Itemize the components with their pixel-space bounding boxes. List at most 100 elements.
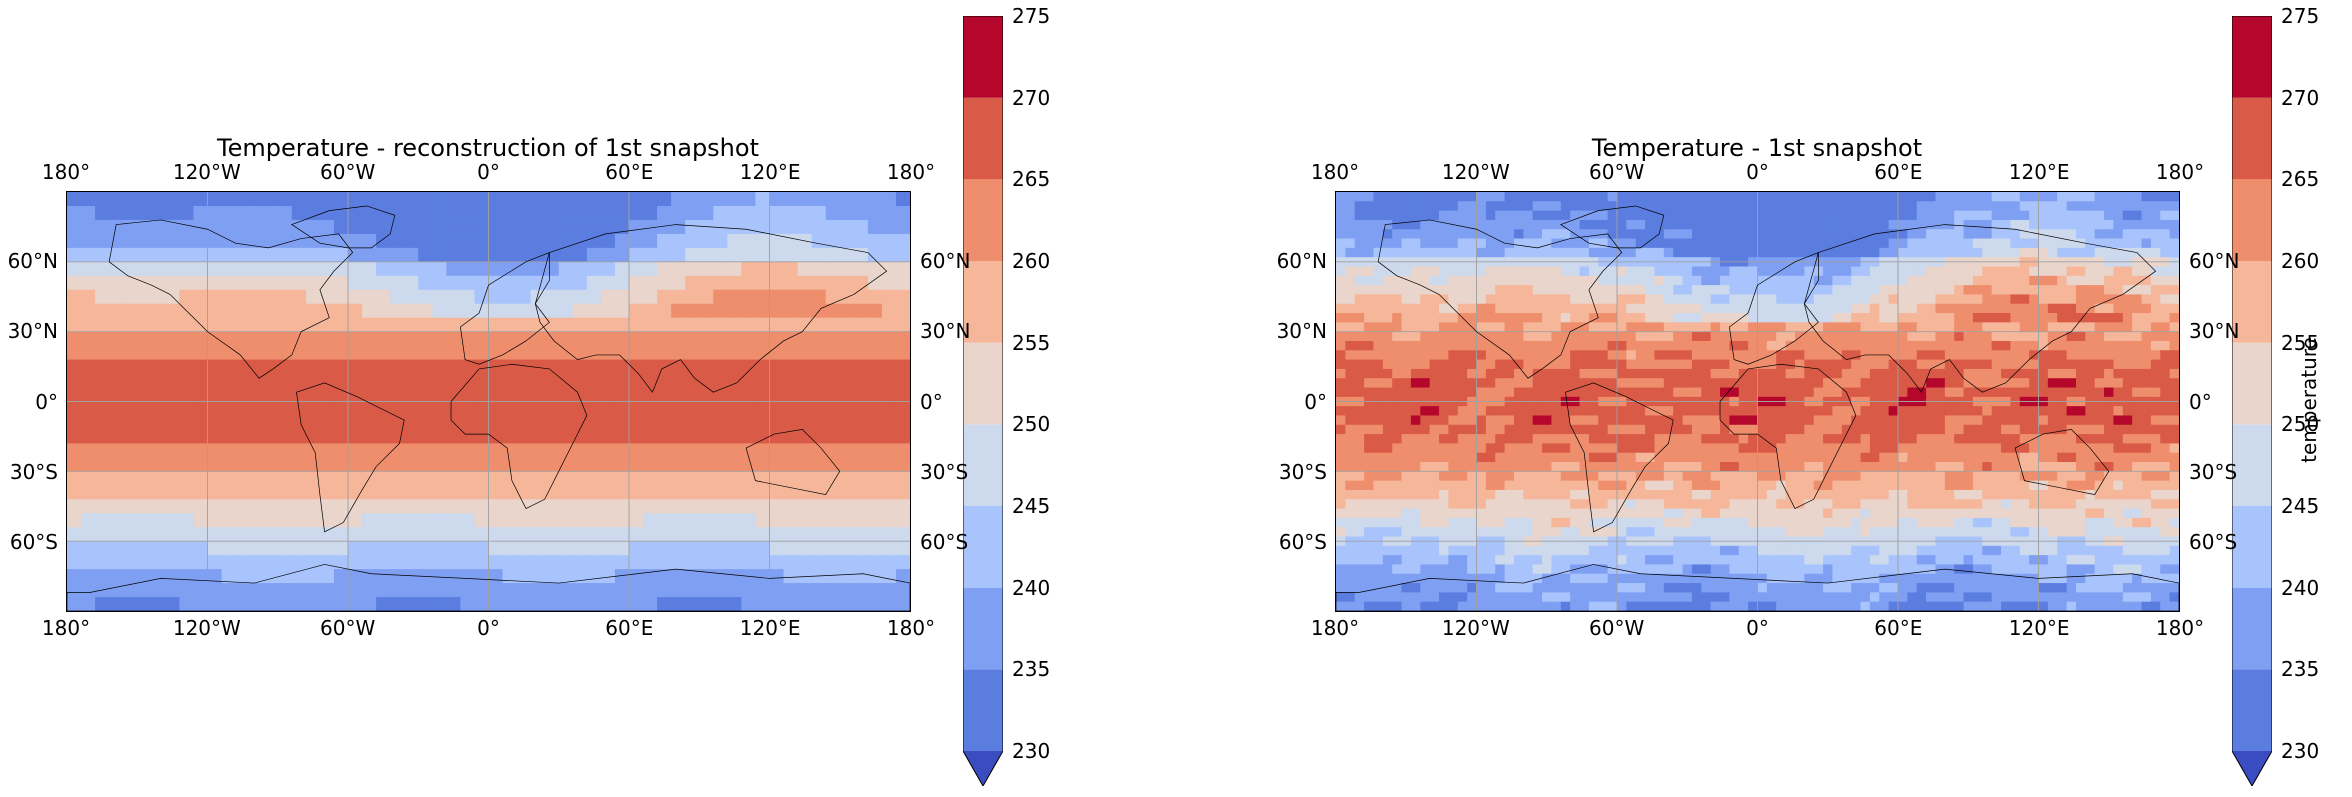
temperature-cell <box>1926 313 1937 324</box>
temperature-cell <box>1448 294 1459 305</box>
temperature-cell <box>755 597 771 611</box>
temperature-cell <box>2085 219 2096 230</box>
temperature-cell <box>2085 266 2096 277</box>
temperature-cell <box>530 345 546 361</box>
temperature-cell <box>1495 340 1506 351</box>
temperature-cell <box>1457 471 1468 482</box>
temperature-cell <box>1598 443 1609 454</box>
temperature-cell <box>727 345 743 361</box>
temperature-cell <box>221 275 237 291</box>
temperature-cell <box>1813 322 1824 333</box>
temperature-cell <box>2104 378 2115 389</box>
temperature-cell <box>2075 331 2087 342</box>
temperature-cell <box>1476 247 1487 258</box>
temperature-cell <box>1495 219 1506 230</box>
temperature-cell <box>1748 238 1759 249</box>
temperature-cell <box>1991 210 2002 221</box>
temperature-cell <box>2001 462 2012 473</box>
temperature-cell <box>1982 275 1993 286</box>
temperature-cell <box>895 331 910 347</box>
temperature-cell <box>1888 238 1899 249</box>
map-plot <box>66 191 911 612</box>
temperature-cell <box>1682 331 1693 342</box>
temperature-cell <box>1691 322 1703 333</box>
temperature-cell <box>1869 406 1880 417</box>
temperature-cell <box>291 373 307 389</box>
temperature-cell <box>544 415 560 431</box>
temperature-cell <box>727 317 743 333</box>
temperature-cell <box>1785 480 1796 491</box>
temperature-cell <box>348 345 363 361</box>
temperature-cell <box>1673 219 1684 230</box>
temperature-cell <box>629 555 644 570</box>
temperature-cell <box>614 359 630 375</box>
temperature-cell <box>1729 303 1740 314</box>
temperature-cell <box>502 499 518 514</box>
temperature-cell <box>2057 471 2068 482</box>
lon-tick-label: 120°E <box>739 160 801 184</box>
temperature-cell <box>1729 285 1740 296</box>
temperature-cell <box>1523 294 1534 305</box>
temperature-cell <box>825 429 841 445</box>
temperature-cell <box>221 527 237 542</box>
temperature-cell <box>895 555 910 570</box>
temperature-cell <box>1720 285 1731 296</box>
temperature-cell <box>81 373 96 389</box>
temperature-cell <box>404 247 419 263</box>
temperature-cell <box>1888 387 1899 398</box>
temperature-cell <box>1701 340 1712 351</box>
temperature-cell <box>277 597 293 611</box>
temperature-cell <box>1813 452 1824 463</box>
temperature-cell <box>1345 201 1356 212</box>
temperature-cell <box>1888 192 1899 203</box>
temperature-cell <box>1794 443 1806 454</box>
temperature-cell <box>460 192 476 207</box>
temperature-cell <box>2122 424 2133 435</box>
temperature-cell <box>2066 294 2077 305</box>
temperature-cell <box>1448 229 1459 240</box>
temperature-cell <box>109 192 124 207</box>
temperature-cell <box>151 261 167 277</box>
temperature-cell <box>1476 368 1487 379</box>
temperature-cell <box>1448 443 1459 454</box>
temperature-cell <box>1954 322 1965 333</box>
temperature-cell <box>1813 499 1824 510</box>
temperature-cell <box>713 401 729 417</box>
temperature-cell <box>2066 480 2077 491</box>
temperature-cell <box>221 331 237 347</box>
temperature-cell <box>1682 229 1693 240</box>
temperature-cell <box>1907 406 1918 417</box>
temperature-cell <box>558 373 574 389</box>
temperature-cell <box>474 303 490 319</box>
temperature-cell <box>1776 210 1787 221</box>
temperature-cell <box>235 387 251 403</box>
temperature-cell <box>1738 192 1749 203</box>
temperature-cell <box>1888 452 1899 463</box>
temperature-cell <box>1345 247 1356 258</box>
temperature-cell <box>1485 443 1496 454</box>
temperature-cell <box>2038 313 2049 324</box>
temperature-cell <box>67 541 82 556</box>
temperature-cell <box>629 527 644 542</box>
temperature-cell <box>1991 415 2002 426</box>
temperature-cell <box>95 569 110 584</box>
temperature-cell <box>446 401 462 417</box>
temperature-cell <box>333 485 349 500</box>
temperature-cell <box>600 233 616 249</box>
temperature-cell <box>1898 489 1909 500</box>
temperature-cell <box>783 247 799 263</box>
temperature-cell <box>2122 266 2133 277</box>
temperature-cell <box>1570 443 1581 454</box>
temperature-cell <box>1720 387 1731 398</box>
temperature-cell <box>1860 378 1871 389</box>
temperature-cell <box>109 583 124 598</box>
temperature-cell <box>2019 331 2030 342</box>
temperature-cell <box>671 555 686 570</box>
temperature-cell <box>1476 313 1487 324</box>
temperature-cell <box>1476 322 1487 333</box>
temperature-cell <box>1448 201 1459 212</box>
temperature-cell <box>1457 322 1468 333</box>
temperature-cell <box>460 247 476 263</box>
temperature-cell <box>2001 313 2012 324</box>
temperature-cell <box>825 373 841 389</box>
